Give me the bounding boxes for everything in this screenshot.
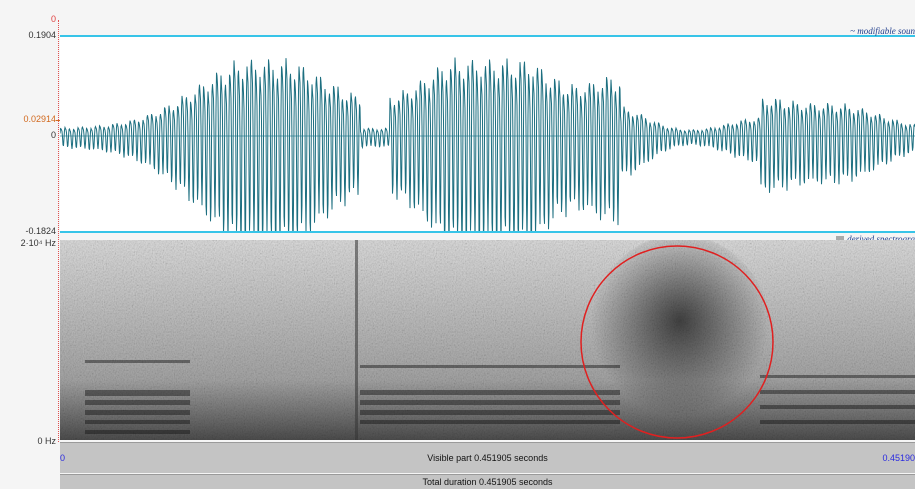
tier-swatch-icon [836, 236, 845, 244]
formant-band [760, 405, 915, 409]
wave-ymin-label: -0.1824 [25, 226, 56, 236]
formant-band [85, 430, 190, 434]
formant-band [360, 400, 620, 405]
total-duration-label: Total duration 0.451905 seconds [422, 477, 553, 487]
formant-band [360, 365, 620, 368]
spectrogram-svg [60, 240, 915, 440]
sound-tier-label: ~ modifiable soun [850, 26, 915, 36]
formant-band [360, 390, 620, 395]
formant-band [760, 375, 915, 378]
formant-band [360, 420, 620, 424]
ymax-guide-line [60, 35, 915, 37]
formant-bands [85, 360, 915, 434]
formant-band [85, 360, 190, 363]
highlight-circle [580, 245, 774, 439]
wave-ymax-label: 0.1904 [28, 30, 56, 40]
visible-part-bar[interactable]: 0 Visible part 0.451905 seconds 0.45190 [60, 442, 915, 473]
spec-ymax-label: 2·10⁴ Hz [20, 238, 56, 248]
time-start-label: 0 [60, 453, 66, 463]
wave-cursor-label: 0.02914 [23, 114, 56, 124]
spec-ymin-label: 0 Hz [37, 436, 56, 446]
wave-zero-label: 0 [50, 130, 56, 140]
top-zero-marker: 0 [50, 14, 56, 24]
formant-band [760, 420, 915, 424]
formant-band [760, 390, 915, 394]
formant-band [85, 420, 190, 424]
spectrogram-tier-text: derived spectrogra [847, 234, 915, 244]
total-duration-bar[interactable]: Total duration 0.451905 seconds [60, 474, 915, 489]
waveform-trace [60, 57, 915, 232]
spectrogram-tier-label: derived spectrogra [836, 234, 915, 244]
visible-part-label: Visible part 0.451905 seconds [427, 453, 548, 463]
waveform-svg [60, 57, 915, 232]
formant-band [85, 400, 190, 405]
formant-band [360, 410, 620, 415]
time-end-label: 0.45190 [882, 453, 915, 463]
dark-region [590, 240, 770, 425]
ymin-guide-line [60, 231, 915, 233]
time-origin-guide [58, 20, 59, 442]
formant-band [85, 410, 190, 415]
formant-band [85, 390, 190, 396]
waveform-panel[interactable] [60, 36, 915, 232]
onset-line [355, 240, 358, 440]
cursor-tick [56, 120, 61, 121]
spectrogram-panel[interactable] [60, 240, 915, 440]
